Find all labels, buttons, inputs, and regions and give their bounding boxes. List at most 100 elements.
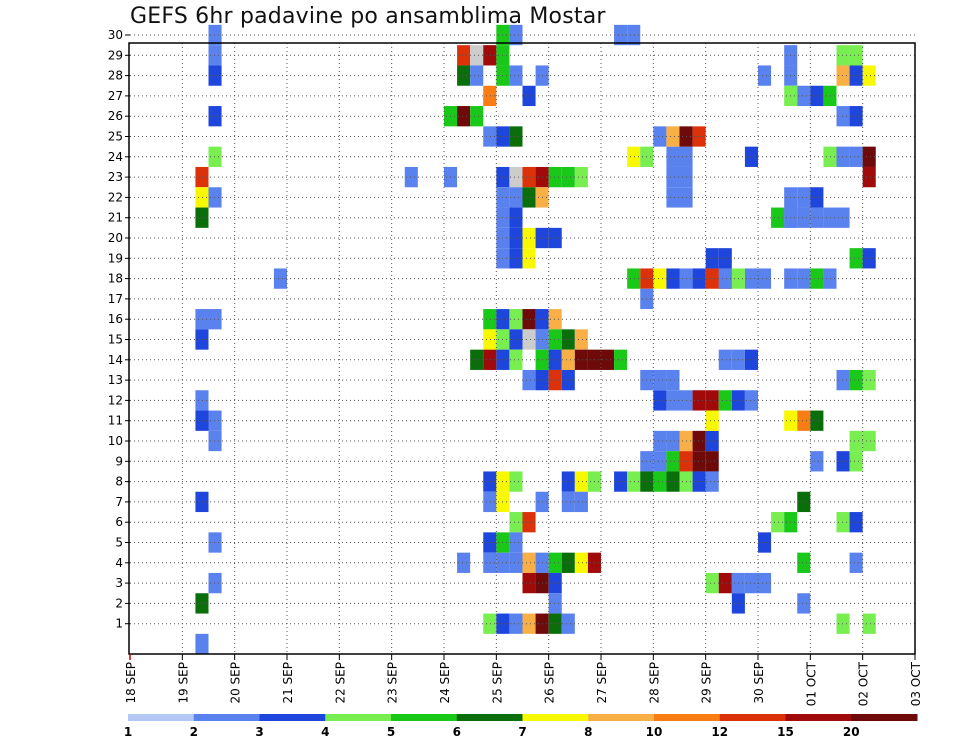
heatmap-cell	[862, 613, 876, 634]
x-tick-label: 18 SEP	[124, 662, 138, 704]
y-tick-label: 18	[108, 272, 123, 286]
heatmap-cell	[862, 248, 876, 269]
heatmap-cell	[653, 126, 667, 147]
heatmap-cell	[548, 369, 562, 391]
heatmap-cell	[470, 106, 484, 127]
y-tick-label: 2	[115, 596, 123, 610]
y-tick-label: 6	[115, 515, 123, 529]
chart-title: GEFS 6hr padavine po ansamblima Mostar	[130, 4, 606, 29]
heatmap-cell	[744, 349, 758, 370]
heatmap-cell	[823, 85, 837, 107]
heatmap-cell	[849, 430, 863, 452]
y-tick-label: 1	[115, 617, 123, 631]
heatmap-cell	[692, 451, 706, 472]
heatmap-cell	[771, 512, 785, 533]
y-tick-label: 8	[115, 475, 123, 489]
heatmap-cell	[522, 166, 536, 188]
heatmap-cell	[522, 187, 536, 208]
heatmap-cell	[718, 349, 732, 370]
heatmap-cell	[561, 552, 575, 573]
y-tick-label: 20	[108, 231, 123, 245]
y-tick-label: 4	[115, 556, 123, 570]
y-tick-label: 29	[108, 48, 123, 62]
legend-swatch	[851, 714, 918, 721]
x-tick-label: 02 OCT	[857, 661, 871, 706]
heatmap-cell	[692, 430, 706, 452]
heatmap-cell	[548, 593, 562, 614]
heatmap-cell	[810, 85, 824, 107]
heatmap-cell	[509, 187, 523, 208]
heatmap-cell	[522, 512, 536, 533]
heatmap-cell	[574, 552, 588, 573]
heatmap-cell	[744, 268, 758, 289]
y-tick-label: 27	[108, 89, 123, 103]
heatmap-cell	[810, 207, 824, 228]
heatmap-cell	[195, 309, 209, 330]
heatmap-cell	[718, 572, 732, 594]
heatmap-cell	[718, 390, 732, 411]
heatmap-cell	[614, 24, 628, 46]
heatmap-cell	[692, 268, 706, 289]
legend-label: 6	[453, 725, 461, 739]
heatmap-cell	[548, 349, 562, 370]
heatmap-cell	[195, 329, 209, 350]
x-tick-label: 26 SEP	[543, 662, 557, 704]
heatmap-cell	[666, 166, 680, 188]
y-tick-label: 26	[108, 109, 123, 123]
heatmap-cell	[849, 552, 863, 573]
heatmap-cell	[195, 633, 209, 655]
heatmap-cell	[195, 410, 209, 431]
y-tick-label: 30	[108, 28, 123, 42]
heatmap-cell	[548, 613, 562, 634]
x-tick-label: 30 SEP	[752, 662, 766, 704]
heatmap-cell	[561, 471, 575, 492]
heatmap-cell	[653, 451, 667, 472]
heatmap-cell	[208, 65, 222, 86]
heatmap-cell	[483, 349, 497, 370]
x-tick-label: 25 SEP	[490, 662, 504, 704]
legend-label: 7	[518, 725, 526, 739]
heatmap-cell	[705, 471, 719, 492]
heatmap-cell	[509, 65, 523, 86]
heatmap-cell	[705, 248, 719, 269]
x-tick-label: 22 SEP	[333, 662, 347, 704]
heatmap-cell	[849, 451, 863, 472]
heatmap-cell	[836, 512, 850, 533]
heatmap-cell	[666, 126, 680, 147]
legend-swatch	[456, 714, 523, 721]
heatmap-cell	[483, 471, 497, 492]
heatmap-cell	[836, 45, 850, 66]
heatmap-cell	[653, 430, 667, 452]
heatmap-cell	[705, 410, 719, 431]
heatmap-cell	[627, 24, 641, 46]
heatmap-cell	[509, 309, 523, 330]
legend-label: 8	[584, 725, 592, 739]
y-tick-label: 3	[115, 576, 123, 590]
legend-swatch	[588, 714, 655, 721]
heatmap-cell	[666, 268, 680, 289]
heatmap-cell	[797, 410, 811, 431]
heatmap-cell	[705, 268, 719, 289]
heatmap-cell	[208, 45, 222, 66]
heatmap-cell	[836, 106, 850, 127]
legend: 1 2 3 4 5 6 7 8 10 12 15 20	[124, 714, 918, 739]
heatmap-cell	[574, 349, 588, 370]
heatmap-cell	[758, 532, 772, 553]
x-tick-label: 23 SEP	[386, 662, 400, 704]
heatmap-cell	[509, 552, 523, 573]
heatmap-cell	[823, 207, 837, 228]
heatmap-cell	[195, 207, 209, 228]
heatmap-cell	[849, 65, 863, 86]
cells-layer	[195, 24, 876, 655]
heatmap-cell	[705, 430, 719, 452]
heatmap-cell	[836, 613, 850, 634]
heatmap-cell	[797, 552, 811, 573]
heatmap-cell	[614, 349, 628, 370]
heatmap-cell	[561, 491, 575, 513]
heatmap-cell	[862, 166, 876, 188]
heatmap-cell	[208, 24, 222, 46]
heatmap-cell	[548, 572, 562, 594]
heatmap-cell	[483, 126, 497, 147]
legend-swatch	[325, 714, 392, 721]
heatmap-cell	[208, 187, 222, 208]
